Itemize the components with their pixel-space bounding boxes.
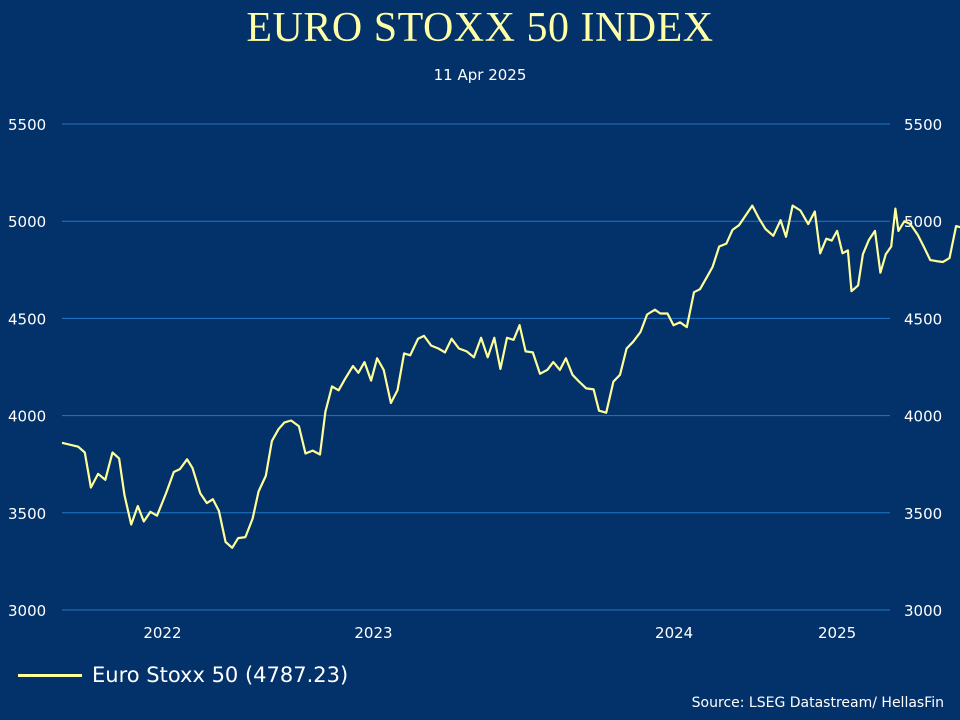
y-tick-label: 5000 — [8, 213, 46, 231]
x-tick-label: 2022 — [143, 624, 181, 642]
y-axis-right: 3000 3500 4000 4500 5000 5500 — [904, 116, 942, 620]
source-note: Source: LSEG Datastream/ HellasFin — [691, 695, 944, 711]
y-tick-label: 4000 — [904, 408, 942, 426]
y-axis-left: 3000 3500 4000 4500 5000 5500 — [8, 116, 46, 620]
y-tick-label: 3500 — [8, 505, 46, 523]
y-tick-label: 3000 — [8, 602, 46, 620]
x-tick-label: 2025 — [818, 624, 856, 642]
y-tick-label: 5500 — [904, 116, 942, 134]
y-tick-label: 3000 — [904, 602, 942, 620]
x-axis: 2022 2023 2024 2025 — [143, 624, 856, 642]
y-tick-label: 3500 — [904, 505, 942, 523]
plot-area — [61, 204, 960, 549]
series-line — [61, 204, 960, 549]
legend-label: Euro Stoxx 50 (4787.23) — [92, 663, 349, 687]
chart-title: EURO STOXX 50 INDEX — [246, 5, 714, 51]
y-tick-label: 4500 — [8, 310, 46, 328]
legend: Euro Stoxx 50 (4787.23) — [18, 660, 348, 690]
y-tick-label: 4500 — [904, 310, 942, 328]
gridlines — [62, 123, 890, 611]
y-tick-label: 5000 — [904, 213, 942, 231]
x-tick-label: 2024 — [655, 624, 693, 642]
chart-subtitle: 11 Apr 2025 — [433, 66, 527, 84]
y-tick-label: 5500 — [8, 116, 46, 134]
y-tick-label: 4000 — [8, 408, 46, 426]
legend-swatch — [18, 673, 82, 677]
x-tick-label: 2023 — [354, 624, 392, 642]
